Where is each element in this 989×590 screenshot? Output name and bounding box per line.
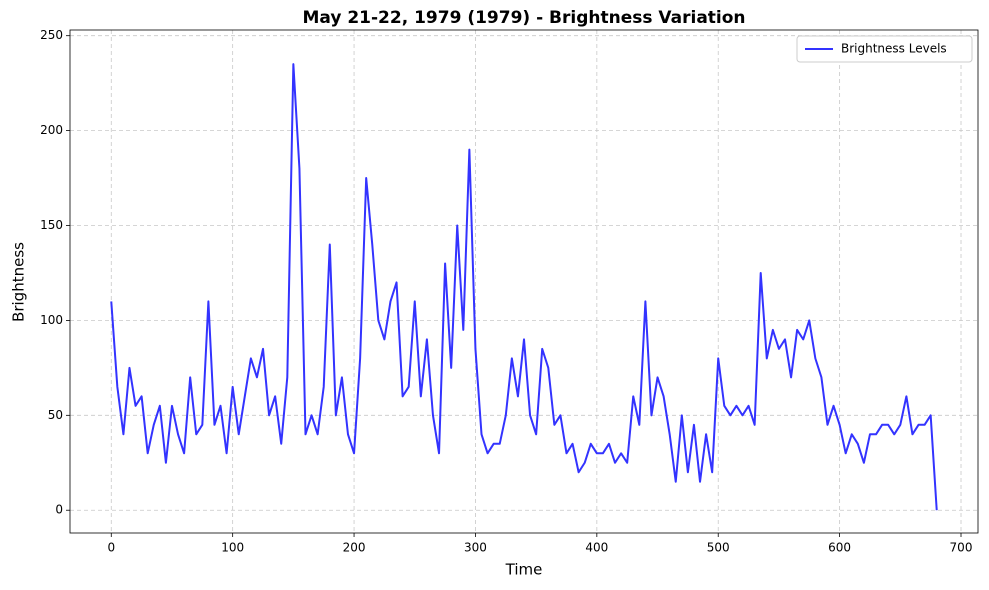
x-tick-label: 400 — [585, 541, 608, 555]
y-tick-label: 150 — [40, 218, 63, 232]
y-tick-label: 50 — [48, 408, 63, 422]
x-tick-label: 500 — [707, 541, 730, 555]
x-tick-label: 700 — [950, 541, 973, 555]
chart-title: May 21-22, 1979 (1979) - Brightness Vari… — [302, 8, 745, 28]
legend-box — [796, 35, 973, 63]
y-tick-label: 100 — [40, 313, 63, 327]
x-axis-label: Time — [505, 561, 543, 579]
x-tick-label: 300 — [464, 541, 487, 555]
y-axis-label: Brightness — [10, 242, 28, 322]
plot-frame — [69, 29, 979, 534]
x-tick-label: 0 — [107, 541, 115, 555]
data-line — [110, 63, 938, 511]
y-tick-label: 0 — [55, 503, 63, 517]
y-tick-label: 250 — [40, 28, 63, 42]
legend-label: Brightness Levels — [841, 42, 947, 56]
y-tick-label: 200 — [40, 123, 63, 137]
x-tick-label: 200 — [343, 541, 366, 555]
x-tick-label: 600 — [828, 541, 851, 555]
x-tick-label: 100 — [221, 541, 244, 555]
